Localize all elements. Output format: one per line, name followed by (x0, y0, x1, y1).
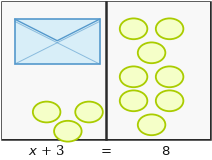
FancyBboxPatch shape (15, 19, 100, 64)
Circle shape (156, 66, 183, 87)
Text: $\it{x}$ + 3: $\it{x}$ + 3 (28, 144, 65, 158)
Circle shape (120, 90, 147, 111)
Circle shape (54, 121, 82, 142)
Circle shape (138, 42, 165, 63)
FancyBboxPatch shape (2, 2, 106, 139)
FancyBboxPatch shape (2, 2, 210, 139)
Circle shape (120, 66, 147, 87)
Circle shape (33, 102, 60, 122)
Text: 8: 8 (161, 145, 170, 158)
Circle shape (156, 18, 183, 39)
Circle shape (120, 18, 147, 39)
Text: =: = (100, 145, 112, 158)
Circle shape (138, 114, 165, 135)
FancyBboxPatch shape (106, 2, 210, 139)
Circle shape (156, 90, 183, 111)
Circle shape (75, 102, 103, 122)
